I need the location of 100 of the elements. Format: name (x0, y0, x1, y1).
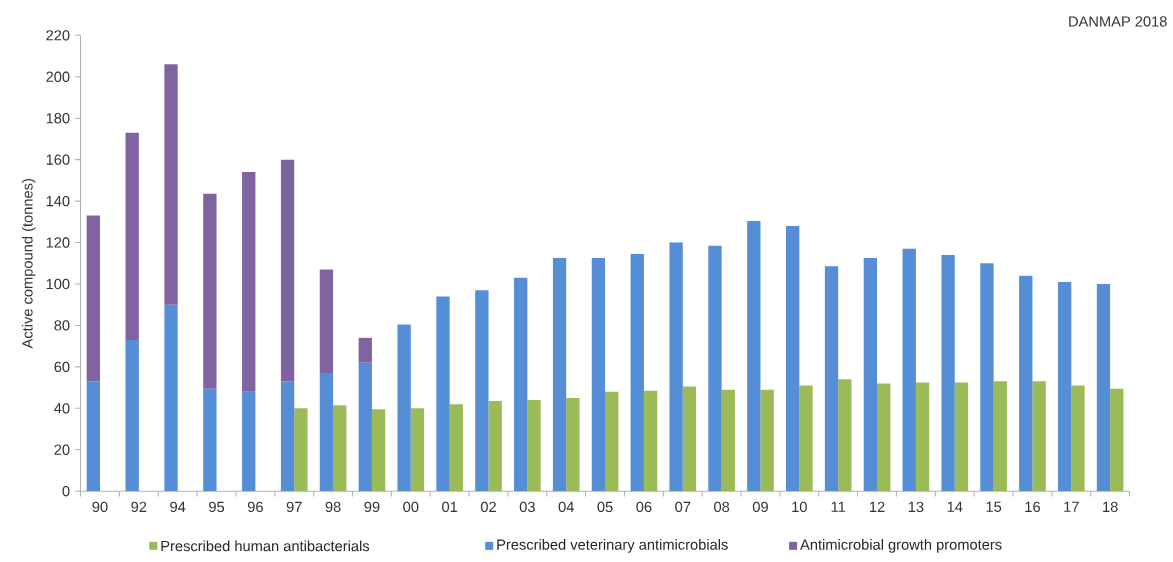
x-tick-label: 13 (908, 501, 924, 513)
bar (164, 304, 178, 492)
x-tick-label: 96 (247, 501, 263, 513)
bar (475, 290, 489, 492)
bar (721, 389, 735, 492)
bar (799, 385, 813, 492)
bar (605, 391, 619, 492)
x-tick-label: 95 (209, 501, 225, 513)
x-tick-label: 03 (519, 501, 535, 513)
bar (824, 266, 839, 492)
bar (449, 404, 463, 492)
y-tick-label: 160 (46, 154, 70, 165)
bar (527, 400, 541, 492)
bar (397, 324, 411, 492)
x-tick-label: 15 (986, 501, 1002, 512)
bar (786, 226, 800, 492)
x-tick-label: 08 (714, 501, 730, 513)
bar (877, 383, 891, 492)
bar (242, 172, 256, 392)
bar (630, 254, 644, 492)
y-tick-label: 220 (46, 30, 70, 41)
bar (333, 405, 347, 492)
bar (410, 408, 425, 492)
bar (358, 362, 372, 492)
bar (1019, 275, 1033, 492)
y-tick-label: 40 (54, 403, 70, 414)
bar (203, 193, 217, 389)
x-tick-label: 98 (325, 501, 341, 513)
bar (954, 382, 969, 492)
bar (747, 220, 761, 492)
legend-label: Prescribed veterinary antimicrobials (497, 539, 728, 553)
x-tick-label: 97 (286, 501, 302, 513)
x-tick-label: 92 (131, 501, 147, 513)
y-tick-label: 80 (54, 320, 70, 331)
x-tick-label: 05 (597, 501, 613, 513)
y-tick-label: 100 (46, 278, 70, 290)
bar (488, 401, 502, 492)
bar (280, 159, 295, 382)
x-tick-label: 06 (636, 501, 652, 513)
x-tick-label: 07 (675, 501, 691, 513)
bar (591, 258, 606, 492)
bar (86, 215, 100, 382)
x-tick-label: 94 (170, 501, 186, 513)
bar (294, 408, 308, 492)
bar (708, 245, 722, 492)
bar (1032, 381, 1046, 492)
x-tick-label: 11 (831, 501, 846, 512)
bar (863, 258, 878, 492)
bar (242, 391, 256, 492)
x-tick-label: 04 (558, 501, 574, 513)
x-tick-label: 90 (92, 501, 108, 513)
x-tick-label: 09 (752, 501, 768, 513)
x-tick-label: 16 (1025, 501, 1040, 513)
x-tick-label: 00 (403, 501, 419, 513)
legend-label: Prescribed human antibacterials (161, 540, 370, 552)
bar (1096, 284, 1111, 492)
bar (319, 373, 334, 492)
bar (164, 64, 178, 305)
x-tick-label: 14 (947, 501, 963, 512)
y-tick-label: 120 (46, 237, 70, 248)
bar (682, 386, 697, 492)
bar (1071, 385, 1085, 492)
bar (902, 248, 916, 492)
bar (371, 409, 386, 492)
y-tick-label: 60 (54, 361, 70, 373)
bar (760, 389, 774, 492)
x-tick-label: 12 (870, 501, 885, 512)
bar (980, 263, 994, 492)
bar (838, 379, 852, 492)
y-tick-label: 200 (46, 71, 70, 83)
bar (358, 337, 372, 363)
x-tick-label: 99 (364, 501, 380, 513)
y-tick-label: 140 (46, 196, 70, 207)
bar (125, 340, 139, 492)
bar (1057, 281, 1072, 492)
y-tick-label: 180 (46, 113, 70, 124)
bar (280, 381, 295, 492)
bar (669, 242, 683, 492)
x-tick-label: 01 (442, 501, 458, 513)
bar (643, 390, 658, 492)
bar (941, 255, 955, 492)
x-tick-label: 02 (480, 501, 496, 513)
x-tick-label: 10 (792, 501, 807, 513)
bar (552, 258, 567, 492)
bar (566, 398, 580, 492)
x-tick-label: 18 (1103, 501, 1118, 513)
y-tick-label: 20 (54, 444, 70, 456)
x-tick-label: 17 (1064, 501, 1079, 512)
bar (1110, 388, 1124, 492)
bar (915, 382, 930, 492)
legend-label: Antimicrobial growth promoters (800, 539, 1002, 553)
text: DANMAP 2018 (1069, 16, 1167, 27)
y-axis-title: Active compound (tonnes) (21, 179, 36, 349)
bar (203, 388, 217, 492)
bar (319, 269, 334, 374)
bar (86, 381, 100, 492)
bar (436, 296, 450, 492)
bar (125, 132, 139, 341)
bar (514, 277, 528, 492)
y-tick-label: 0 (62, 486, 70, 497)
